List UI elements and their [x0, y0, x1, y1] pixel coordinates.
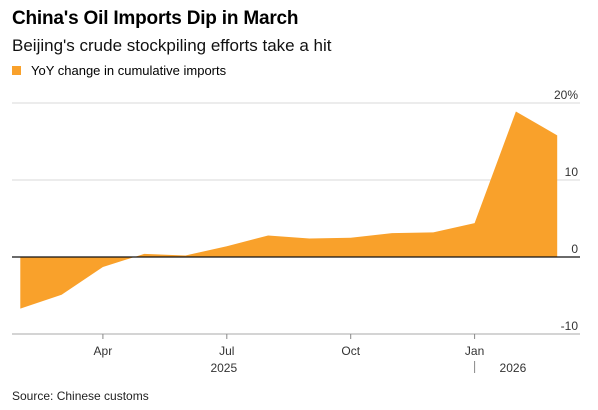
x-tick-label: Jul: [219, 344, 234, 358]
x-tick-label: Oct: [341, 344, 360, 358]
area-series: [20, 111, 558, 309]
year-label: 2026: [500, 361, 527, 375]
y-tick-label: 10: [565, 165, 579, 179]
chart-subtitle: Beijing's crude stockpiling efforts take…: [12, 36, 332, 55]
legend-swatch: [12, 66, 21, 75]
y-tick-label: 20%: [554, 88, 578, 102]
chart-title: China's Oil Imports Dip in March: [12, 8, 299, 29]
source-note: Source: Chinese customs: [12, 389, 149, 403]
x-tick-label: Apr: [94, 344, 113, 358]
x-tick-label: Jan: [465, 344, 484, 358]
legend: YoY change in cumulative imports: [12, 63, 226, 78]
legend-label: YoY change in cumulative imports: [31, 63, 227, 78]
y-tick-label: -10: [561, 319, 579, 333]
y-tick-label: 0: [571, 242, 578, 256]
year-label: 2025: [210, 361, 237, 375]
